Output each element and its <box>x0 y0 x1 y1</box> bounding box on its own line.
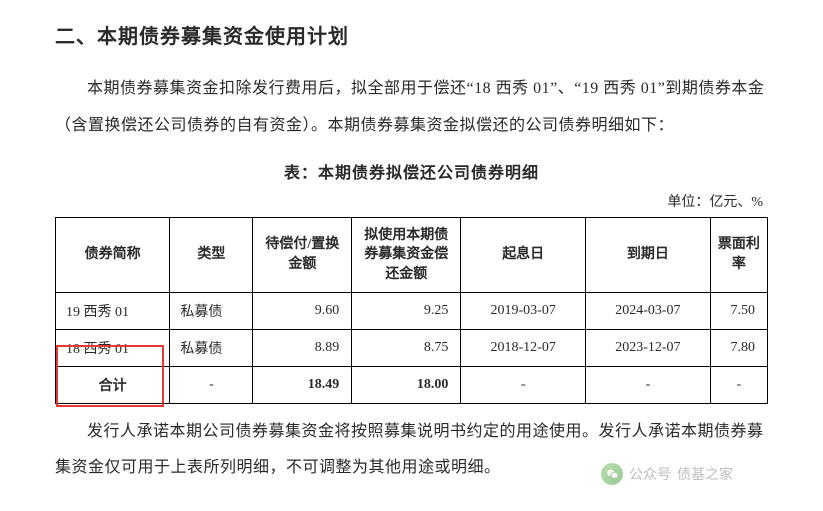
unit-line: 单位：亿元、% <box>55 191 768 211</box>
cell-type: 私募债 <box>170 330 253 367</box>
cell-type: 私募债 <box>170 293 253 330</box>
col-outstanding: 待偿付/置换金额 <box>253 217 352 293</box>
cell-dash: - <box>586 367 711 404</box>
cell-outstanding: 8.89 <box>253 330 352 367</box>
col-type: 类型 <box>170 217 253 293</box>
cell-dash: - <box>710 367 767 404</box>
table-caption: 表：本期债券拟偿还公司债券明细 <box>55 159 768 183</box>
cell-rate: 7.80 <box>710 330 767 367</box>
cell-total-outstanding: 18.49 <box>253 367 352 404</box>
cell-dash: - <box>170 367 253 404</box>
bond-table: 债券简称 类型 待偿付/置换金额 拟使用本期债券募集资金偿还金额 起息日 到期日… <box>55 217 768 405</box>
cell-start: 2018-12-07 <box>461 330 586 367</box>
cell-start: 2019-03-07 <box>461 293 586 330</box>
col-end: 到期日 <box>586 217 711 293</box>
table-total-row: 合计 - 18.49 18.00 - - - <box>56 367 768 404</box>
watermark-name: 债基之家 <box>677 464 733 484</box>
col-repay: 拟使用本期债券募集资金偿还金额 <box>352 217 461 293</box>
cell-name: 19 西秀 01 <box>56 293 170 330</box>
cell-total-label: 合计 <box>56 367 170 404</box>
intro-paragraph: 本期债券募集资金扣除发行费用后，拟全部用于偿还“18 西秀 01”、“19 西秀… <box>55 71 768 145</box>
section-title: 二、本期债券募集资金使用计划 <box>55 20 768 49</box>
cell-dash: - <box>461 367 586 404</box>
watermark: 公众号 债基之家 <box>601 463 733 485</box>
watermark-label: 公众号 <box>629 464 671 484</box>
wechat-icon <box>601 463 623 485</box>
cell-repay: 9.25 <box>352 293 461 330</box>
table-row: 18 西秀 01 私募债 8.89 8.75 2018-12-07 2023-1… <box>56 330 768 367</box>
col-start: 起息日 <box>461 217 586 293</box>
cell-repay: 8.75 <box>352 330 461 367</box>
table-header-row: 债券简称 类型 待偿付/置换金额 拟使用本期债券募集资金偿还金额 起息日 到期日… <box>56 217 768 293</box>
cell-total-repay: 18.00 <box>352 367 461 404</box>
table-row: 19 西秀 01 私募债 9.60 9.25 2019-03-07 2024-0… <box>56 293 768 330</box>
col-rate: 票面利率 <box>710 217 767 293</box>
cell-end: 2023-12-07 <box>586 330 711 367</box>
cell-end: 2024-03-07 <box>586 293 711 330</box>
col-name: 债券简称 <box>56 217 170 293</box>
cell-name: 18 西秀 01 <box>56 330 170 367</box>
cell-outstanding: 9.60 <box>253 293 352 330</box>
cell-rate: 7.50 <box>710 293 767 330</box>
